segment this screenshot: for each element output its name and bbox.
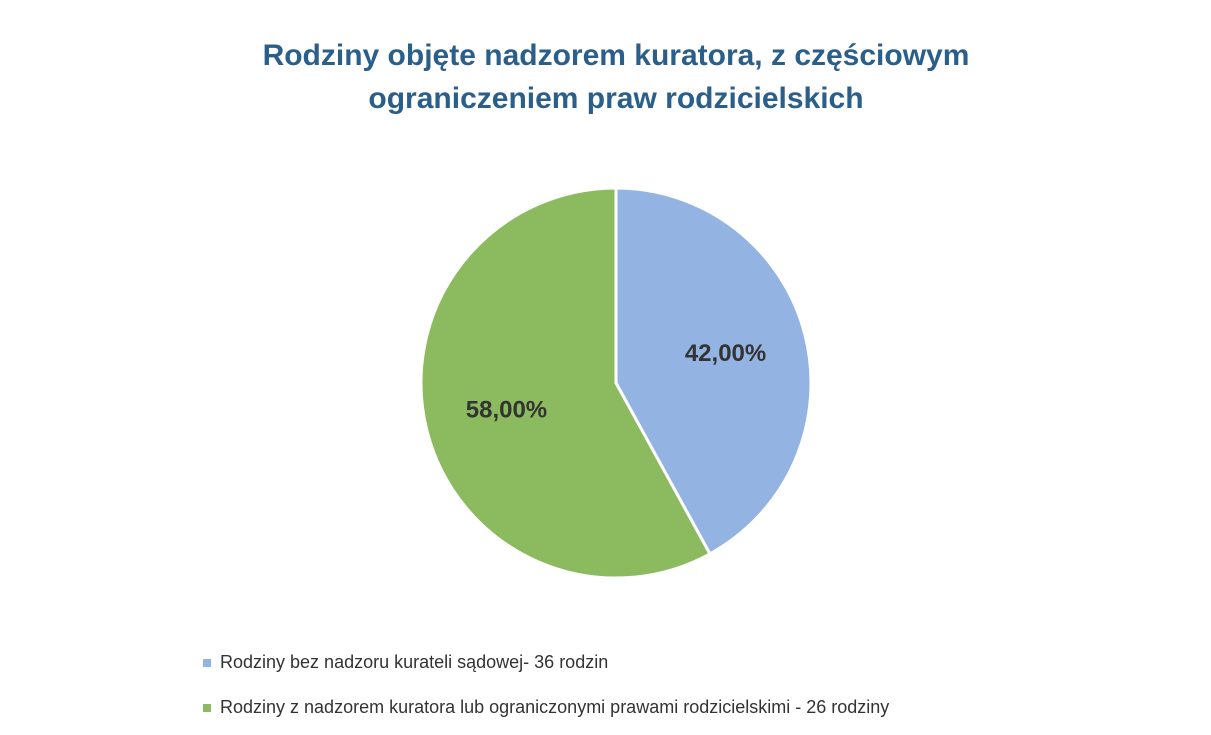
legend-label: Rodziny z nadzorem kuratora lub ogranicz… — [220, 697, 889, 717]
pie-slice — [419, 186, 712, 580]
legend-label: Rodziny bez nadzoru kurateli sądowej- 36… — [220, 652, 608, 672]
legend-swatch — [203, 704, 211, 712]
data-label: 58,00% — [466, 396, 547, 423]
pie-slice — [614, 186, 813, 556]
chart-title: Rodziny objęte nadzorem kuratora, z częś… — [263, 39, 970, 72]
data-label: 42,00% — [685, 340, 766, 367]
legend-swatch — [203, 659, 211, 667]
chart-title: ograniczeniem praw rodzicielskich — [368, 82, 863, 115]
